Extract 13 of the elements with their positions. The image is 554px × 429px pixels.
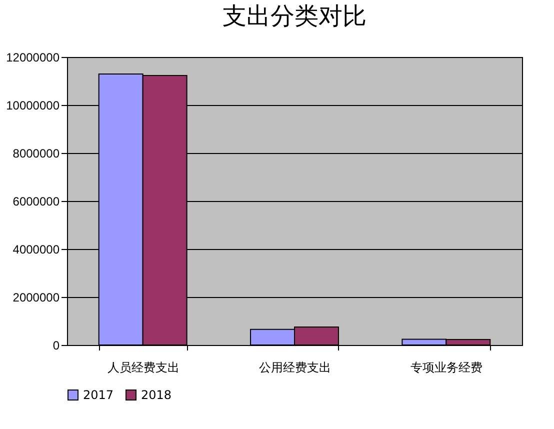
x-tick-label: 公用经费支出: [259, 360, 331, 374]
legend-label: 2018: [141, 388, 172, 402]
y-tick-label: 2000000: [12, 290, 60, 304]
y-tick-label: 8000000: [12, 146, 60, 160]
y-tick-label: 6000000: [12, 194, 60, 208]
y-tick-label: 0: [52, 338, 60, 352]
chart-title: 支出分类对比: [222, 2, 366, 30]
legend-label: 2017: [83, 388, 114, 402]
x-tick-label: 专项业务经费: [410, 360, 483, 374]
y-tick-label: 10000000: [6, 98, 60, 112]
y-tick-label: 12000000: [6, 50, 60, 64]
x-tick-label: 人员经费支出: [107, 360, 180, 374]
y-tick-label: 4000000: [12, 242, 60, 256]
